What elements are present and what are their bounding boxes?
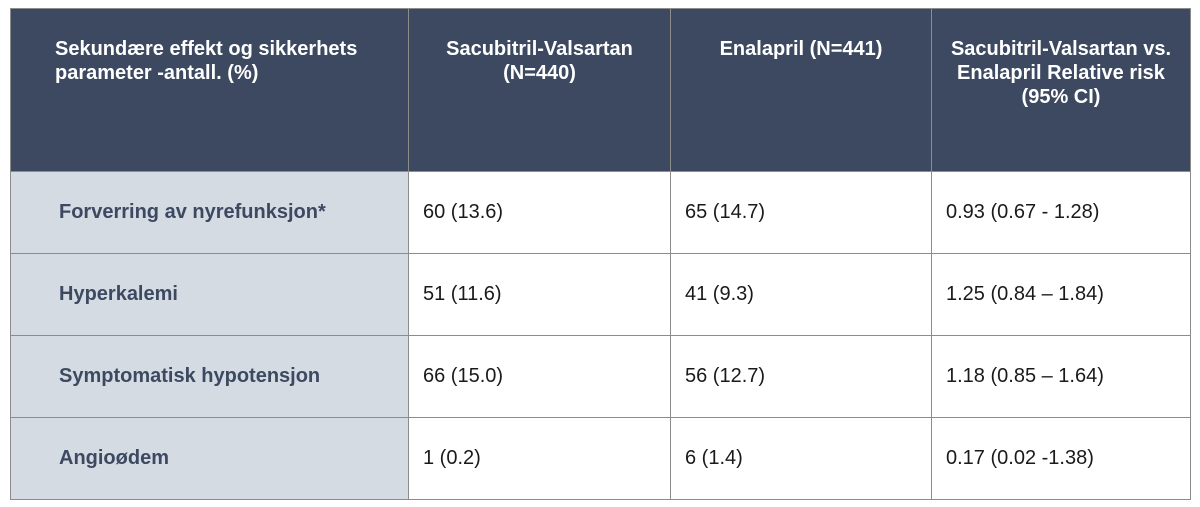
- table-row: Forverring av nyrefunksjon* 60 (13.6) 65…: [10, 171, 1191, 254]
- header-relative-risk: Sacubitril-Valsartan vs. Enalapril Relat…: [931, 8, 1191, 172]
- row-parameter: Hyperkalemi: [10, 253, 409, 336]
- row-parameter: Forverring av nyrefunksjon*: [10, 171, 409, 254]
- header-row: Sekundære effekt og sikkerhets parameter…: [10, 8, 1191, 172]
- cell-enalapril: 6 (1.4): [670, 417, 932, 500]
- cell-relative-risk: 1.25 (0.84 – 1.84): [931, 253, 1191, 336]
- cell-relative-risk: 1.18 (0.85 – 1.64): [931, 335, 1191, 418]
- cell-relative-risk: 0.17 (0.02 -1.38): [931, 417, 1191, 500]
- cell-enalapril: 41 (9.3): [670, 253, 932, 336]
- cell-sacubitril: 66 (15.0): [408, 335, 671, 418]
- cell-sacubitril: 1 (0.2): [408, 417, 671, 500]
- header-parameter: Sekundære effekt og sikkerhets parameter…: [10, 8, 409, 172]
- table-row: Angioødem 1 (0.2) 6 (1.4) 0.17 (0.02 -1.…: [10, 417, 1191, 500]
- cell-relative-risk: 0.93 (0.67 - 1.28): [931, 171, 1191, 254]
- cell-sacubitril: 51 (11.6): [408, 253, 671, 336]
- cell-enalapril: 65 (14.7): [670, 171, 932, 254]
- header-sacubitril-valsartan: Sacubitril-Valsartan (N=440): [408, 8, 671, 172]
- cell-sacubitril: 60 (13.6): [408, 171, 671, 254]
- table-row: Symptomatisk hypotensjon 66 (15.0) 56 (1…: [10, 335, 1191, 418]
- row-parameter: Symptomatisk hypotensjon: [10, 335, 409, 418]
- header-enalapril: Enalapril (N=441): [670, 8, 932, 172]
- row-parameter: Angioødem: [10, 417, 409, 500]
- cell-enalapril: 56 (12.7): [670, 335, 932, 418]
- results-table: Sekundære effekt og sikkerhets parameter…: [10, 8, 1191, 500]
- table-row: Hyperkalemi 51 (11.6) 41 (9.3) 1.25 (0.8…: [10, 253, 1191, 336]
